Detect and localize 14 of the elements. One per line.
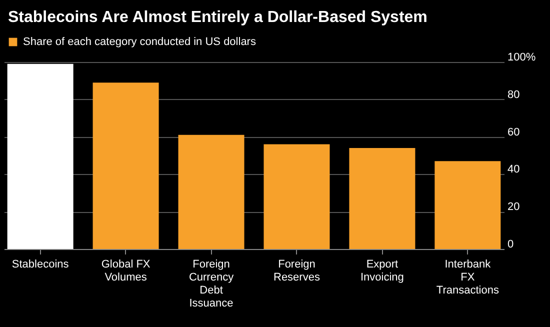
y-tick-label: 80 — [508, 88, 520, 101]
x-tick-label: Foreign Reserves — [274, 258, 320, 284]
y-tick-label: 0 — [508, 238, 514, 250]
y-tick-label: 40 — [508, 164, 520, 176]
x-tick-label: Stablecoins — [12, 258, 70, 270]
x-tick-label: Global FX Volumes — [101, 258, 151, 284]
y-tick-label: 60 — [508, 126, 520, 138]
x-tick-label: Foreign Currency Debt Issuance — [188, 258, 234, 310]
x-tick-label: Export Invoicing — [360, 258, 404, 284]
y-tick-label: 100% — [508, 52, 536, 64]
chart-title: Stablecoins Are Almost Entirely a Dollar-Based System — [8, 9, 428, 26]
legend-label: Share of each category conducted in US dollars — [23, 36, 256, 48]
y-tick-label: 20 — [508, 201, 520, 214]
x-tick-label: Interbank FX Transactions — [436, 258, 500, 296]
